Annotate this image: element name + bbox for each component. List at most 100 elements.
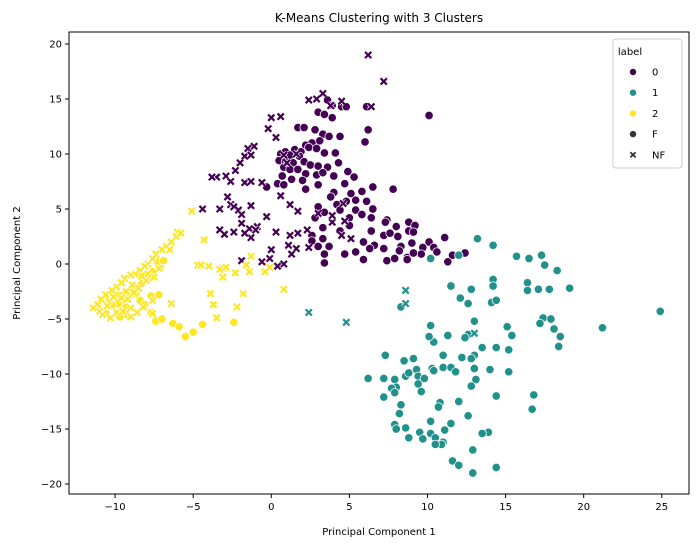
data-point — [223, 192, 232, 202]
data-point — [310, 125, 320, 135]
data-point — [319, 148, 329, 158]
data-point — [148, 295, 157, 305]
data-point — [424, 110, 434, 121]
data-point — [324, 241, 334, 251]
data-point — [297, 175, 308, 185]
data-point — [390, 253, 400, 264]
data-point — [491, 295, 501, 305]
data-point — [273, 261, 282, 271]
data-point — [116, 293, 126, 303]
data-point — [438, 362, 448, 372]
data-point — [430, 439, 440, 449]
data-point — [279, 259, 289, 269]
legend-entry-1: 1 — [629, 88, 658, 99]
data-point — [469, 316, 479, 326]
y-tick-label: −5 — [47, 315, 62, 326]
y-tick-label: 15 — [49, 95, 62, 106]
x-tick-label: 5 — [346, 502, 352, 513]
data-point — [337, 96, 346, 106]
data-point — [132, 307, 142, 317]
data-point — [544, 284, 554, 294]
data-point — [390, 388, 400, 398]
data-point — [304, 95, 314, 105]
data-point — [466, 284, 476, 294]
data-point — [282, 158, 292, 168]
chart-title: K-Means Clustering with 3 Clusters — [275, 11, 483, 25]
x-marker-icon — [629, 151, 637, 159]
data-point — [251, 225, 261, 235]
data-point — [265, 254, 275, 263]
data-point — [246, 251, 256, 261]
x-axis-ticks: −10 −5 0 5 10 15 20 25 — [105, 494, 668, 513]
data-point — [266, 245, 276, 255]
data-point — [393, 231, 403, 242]
data-point — [235, 158, 245, 168]
data-point — [118, 306, 128, 316]
data-point — [407, 238, 417, 248]
data-point — [408, 248, 419, 258]
data-point — [305, 160, 315, 170]
data-point — [302, 225, 312, 235]
data-point — [554, 341, 564, 352]
plot-area — [68, 31, 690, 495]
data-point — [362, 196, 372, 206]
legend-entry-2: 2 — [629, 109, 658, 120]
data-point — [319, 249, 329, 259]
data-point — [330, 148, 340, 158]
data-point — [485, 365, 495, 375]
data-point — [246, 177, 256, 186]
data-point — [597, 323, 608, 333]
data-point — [504, 345, 514, 355]
data-point — [477, 343, 487, 353]
legend-entries: 0 1 2 F NF — [629, 68, 665, 161]
data-point — [418, 434, 428, 444]
data-point — [368, 182, 378, 192]
data-point — [212, 313, 222, 323]
circle-marker-icon — [629, 89, 637, 96]
data-point — [401, 423, 411, 433]
data-point — [285, 164, 295, 174]
data-point — [240, 151, 250, 161]
data-point — [304, 307, 314, 317]
data-point — [102, 301, 112, 311]
data-point — [240, 228, 250, 238]
data-point — [360, 137, 370, 147]
data-point — [463, 411, 473, 421]
data-point — [402, 255, 412, 265]
data-point — [535, 318, 545, 328]
data-point — [340, 249, 350, 259]
data-point — [229, 227, 239, 237]
data-point — [313, 208, 323, 218]
data-point — [426, 321, 436, 331]
data-point — [327, 217, 337, 227]
series-2-NF — [88, 206, 289, 323]
legend-label: 0 — [652, 68, 658, 79]
data-point — [394, 409, 404, 419]
data-point — [546, 314, 556, 324]
data-point — [446, 281, 456, 291]
data-point — [408, 354, 419, 364]
data-point — [199, 235, 209, 245]
data-point — [299, 123, 309, 133]
data-point — [174, 322, 184, 332]
data-point — [413, 379, 423, 389]
data-point — [460, 333, 470, 343]
data-point — [249, 141, 259, 151]
data-point — [466, 354, 476, 364]
data-point — [502, 322, 512, 332]
data-point — [438, 350, 448, 360]
data-point — [98, 310, 108, 320]
data-point — [238, 289, 248, 299]
data-point — [524, 253, 534, 264]
data-point — [457, 352, 467, 363]
data-point — [246, 201, 256, 211]
data-point — [165, 245, 175, 255]
data-point — [266, 113, 276, 123]
x-tick-label: −10 — [105, 502, 126, 513]
data-point — [318, 223, 328, 233]
data-point — [357, 186, 367, 196]
data-point — [346, 189, 356, 199]
data-point — [380, 217, 390, 227]
data-point — [440, 233, 450, 243]
legend-entry-0: 0 — [629, 68, 658, 79]
